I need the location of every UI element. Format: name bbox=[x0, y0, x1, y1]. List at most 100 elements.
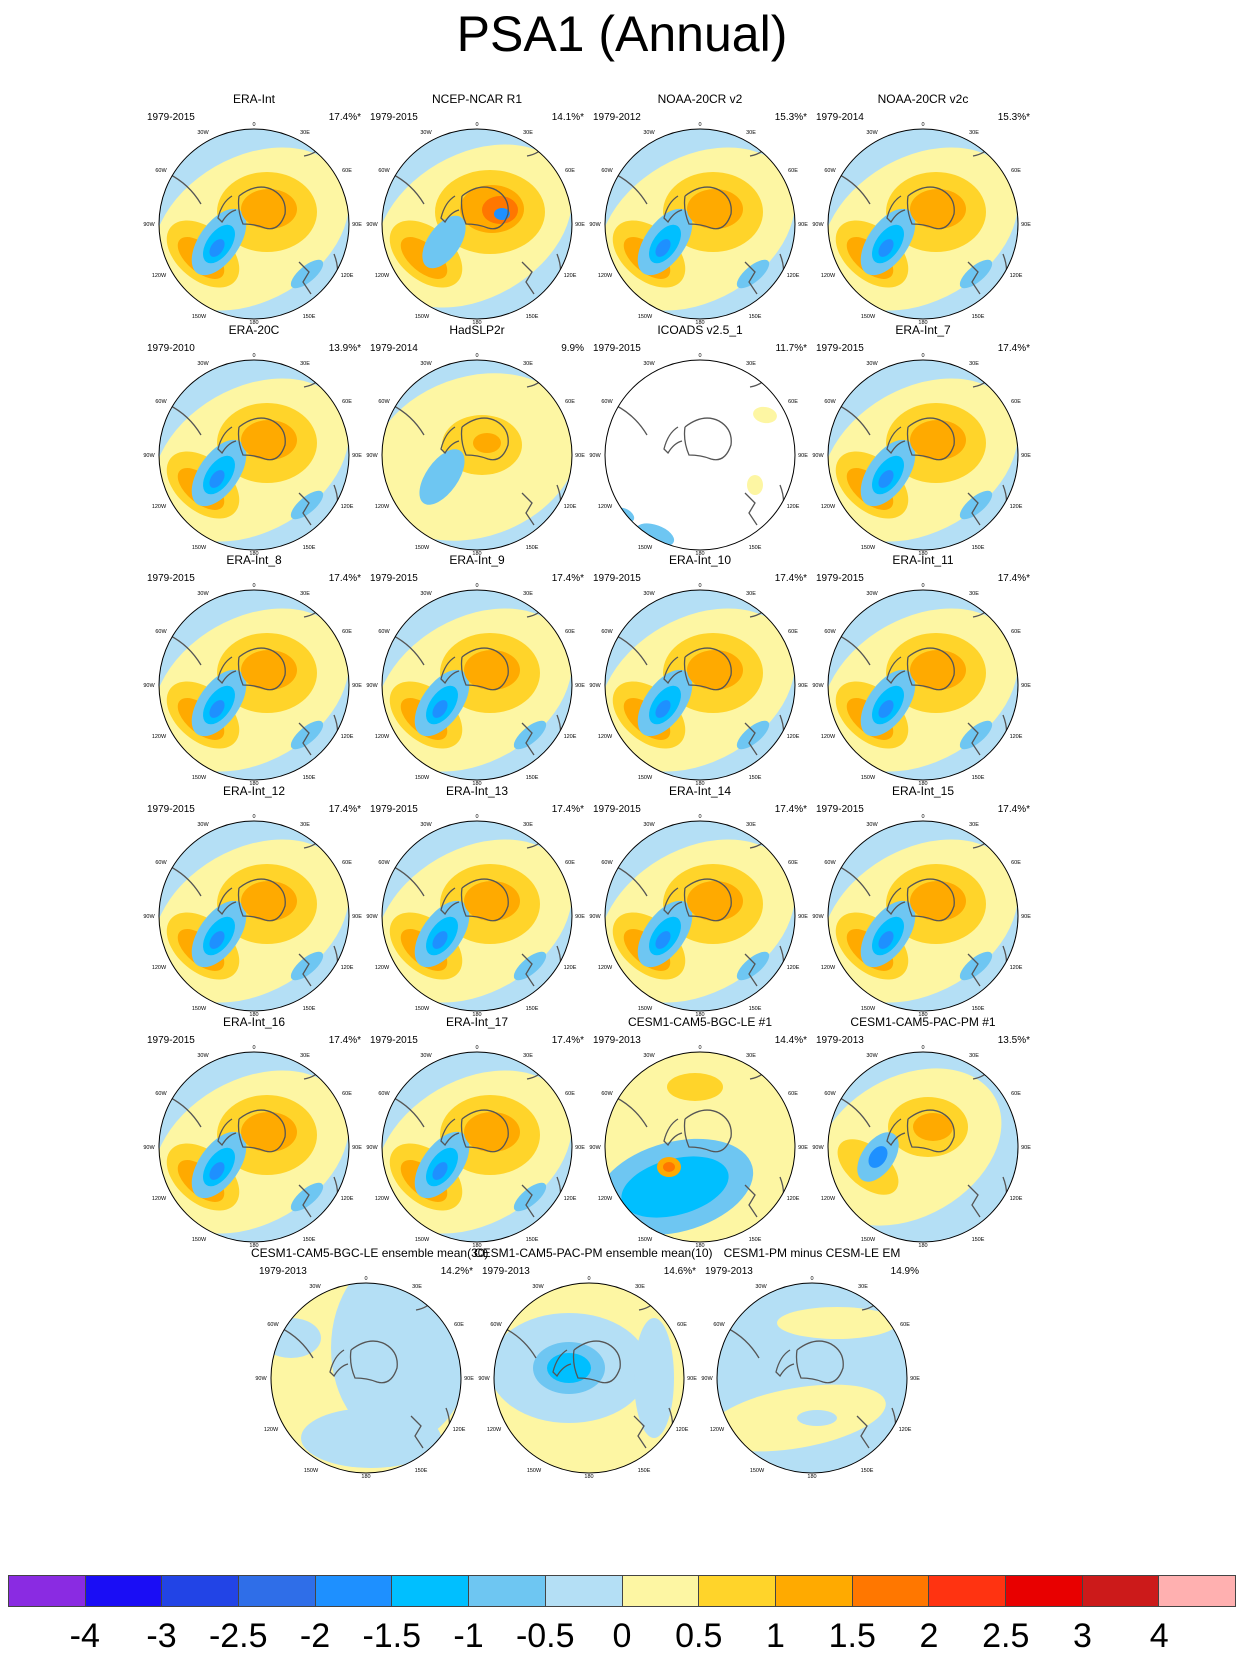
map-panel: NCEP-NCAR R1 1979-2015 14.1%* 0 30W 30E 60W 60E… bbox=[362, 92, 592, 332]
colorbar-box bbox=[1082, 1576, 1160, 1606]
map-panel: ERA-Int_15 1979-2015 17.4%* 0 30W 30E 60W 60E 90… bbox=[808, 784, 1038, 1024]
map-boundary bbox=[827, 128, 1019, 320]
longitude-label: 30E bbox=[858, 1284, 868, 1290]
longitude-label: 120W bbox=[598, 273, 613, 279]
longitude-label: 180 bbox=[249, 551, 258, 555]
panel-years: 1979-2015 bbox=[816, 804, 864, 815]
longitude-label: 30E bbox=[300, 130, 310, 136]
map-boundary bbox=[270, 1282, 462, 1474]
field-background bbox=[717, 1283, 907, 1473]
longitude-label: 30E bbox=[969, 361, 979, 367]
field-shading bbox=[828, 129, 1018, 319]
field-shading bbox=[605, 1052, 795, 1242]
longitude-label: 30W bbox=[866, 130, 878, 136]
colorbar-tick-label: -4 bbox=[69, 1617, 100, 1655]
longitude-label: 180 bbox=[695, 320, 704, 324]
longitude-label: 90E bbox=[464, 1376, 474, 1382]
longitude-label: 30W bbox=[197, 1053, 209, 1059]
longitude-label: 30W bbox=[420, 822, 432, 828]
longitude-label: 30E bbox=[523, 361, 533, 367]
map-panel: ICOADS v2.5_1 1979-2015 11.7%* 0 30W 30E 60W 60… bbox=[585, 323, 815, 563]
panel-years: 1979-2010 bbox=[147, 343, 195, 354]
coastline bbox=[837, 374, 1008, 526]
panel-variance: 17.4%* bbox=[997, 343, 1030, 354]
field-shading bbox=[717, 1283, 907, 1473]
contour-region bbox=[687, 881, 743, 921]
contour-region bbox=[634, 1318, 674, 1438]
contour-region bbox=[736, 720, 770, 750]
panel-years: 1979-2015 bbox=[147, 573, 195, 584]
longitude-label: 150E bbox=[526, 1237, 539, 1243]
longitude-label: 30E bbox=[969, 1053, 979, 1059]
longitude-label: 120E bbox=[1010, 1196, 1023, 1202]
longitude-label: 150E bbox=[749, 314, 762, 320]
longitude-label: 30W bbox=[866, 591, 878, 597]
longitude-label: 150E bbox=[749, 1006, 762, 1012]
longitude-label: 30W bbox=[420, 361, 432, 367]
longitude-label: 60W bbox=[155, 168, 167, 174]
longitude-label: 150W bbox=[750, 1468, 765, 1474]
map-boundary bbox=[827, 820, 1019, 1012]
panel-variance: 17.4%* bbox=[328, 112, 361, 123]
panel-variance: 17.4%* bbox=[328, 804, 361, 815]
coastline bbox=[614, 835, 785, 987]
field-shading bbox=[271, 1283, 461, 1473]
colorbar-box bbox=[852, 1576, 930, 1606]
longitude-label: 0 bbox=[475, 814, 478, 820]
colorbar-labels: -4 -3 -2.5 -2 -1.5 -1 -0.5 0 0.5 1 1.5 2 2.5 3 4 bbox=[0, 1617, 1244, 1657]
contour-region bbox=[422, 215, 466, 269]
longitude-label: 120W bbox=[375, 965, 390, 971]
longitude-label: 30E bbox=[523, 1053, 533, 1059]
longitude-label: 60E bbox=[677, 1322, 687, 1328]
map-panel: ERA-Int_7 1979-2015 17.4%* 0 30W 30E 60W 60E 90W… bbox=[808, 323, 1038, 563]
longitude-label: 30W bbox=[420, 130, 432, 136]
colorbar-tick-label: 2.5 bbox=[982, 1617, 1030, 1655]
longitude-label: 60E bbox=[565, 168, 575, 174]
longitude-label: 180 bbox=[918, 551, 927, 555]
contour-region bbox=[209, 1162, 225, 1180]
longitude-label: 90E bbox=[910, 1376, 920, 1382]
contour-region bbox=[868, 1146, 888, 1168]
longitude-label: 90W bbox=[478, 1376, 490, 1382]
map-boundary bbox=[604, 128, 796, 320]
longitude-label: 120E bbox=[564, 965, 577, 971]
colorbar-tick-label: -0.5 bbox=[515, 1617, 575, 1655]
longitude-label: 120W bbox=[375, 504, 390, 510]
longitude-label: 120E bbox=[341, 273, 354, 279]
polar-map: 0 30W 30E 60W 60E 90W 90E 120W 120E 150W 150E 180 bbox=[255, 1276, 474, 1478]
contour-region bbox=[655, 239, 671, 257]
longitude-label: 150E bbox=[972, 1237, 985, 1243]
map-boundary bbox=[827, 1051, 1019, 1243]
longitude-label: 60W bbox=[824, 860, 836, 866]
panel-years: 1979-2015 bbox=[370, 112, 418, 123]
panel-variance: 11.7%* bbox=[775, 343, 807, 354]
longitude-label: 180 bbox=[472, 1012, 481, 1016]
polar-map: 0 30W 30E 60W 60E 90W 90E 120W 120E 150W 150E 180 bbox=[366, 1045, 585, 1247]
polar-map: 0 30W 30E 60W 60E 90W 90E 120W 120E 150W 150E 180 bbox=[143, 814, 362, 1016]
field-shading bbox=[828, 590, 1018, 780]
longitude-label: 120E bbox=[787, 1196, 800, 1202]
longitude-label: 150E bbox=[415, 1468, 428, 1474]
longitude-label: 90W bbox=[143, 914, 155, 920]
field-shading bbox=[382, 821, 572, 1011]
longitude-label: 90W bbox=[589, 453, 601, 459]
longitude-label: 150W bbox=[192, 314, 207, 320]
longitude-label: 150W bbox=[861, 545, 876, 551]
field-shading bbox=[159, 129, 349, 319]
longitude-label: 60E bbox=[342, 1091, 352, 1097]
polar-map: 0 30W 30E 60W 60E 90W 90E 120W 120E 150W 150E 180 bbox=[366, 814, 585, 1016]
map-panel: CESM1-CAM5-BGC-LE #1 1979-2013 14.4%* 0 30W 3… bbox=[585, 1015, 815, 1255]
polar-map: 0 30W 30E 60W 60E 90W 90E 120W 120E 150W 150E 180 bbox=[143, 1045, 362, 1247]
map-panel: ERA-Int_16 1979-2015 17.4%* 0 30W 30E 60W 60E 90… bbox=[139, 1015, 369, 1255]
panel-years: 1979-2012 bbox=[593, 112, 641, 123]
longitude-label: 120W bbox=[821, 734, 836, 740]
longitude-label: 60W bbox=[601, 399, 613, 405]
contour-region bbox=[464, 881, 520, 921]
panel-variance: 15.3%* bbox=[774, 112, 807, 123]
contour-region bbox=[513, 720, 547, 750]
longitude-label: 90W bbox=[143, 683, 155, 689]
longitude-label: 60E bbox=[1011, 629, 1021, 635]
longitude-label: 120E bbox=[1010, 734, 1023, 740]
longitude-label: 30W bbox=[197, 591, 209, 597]
contour-region bbox=[419, 449, 465, 505]
